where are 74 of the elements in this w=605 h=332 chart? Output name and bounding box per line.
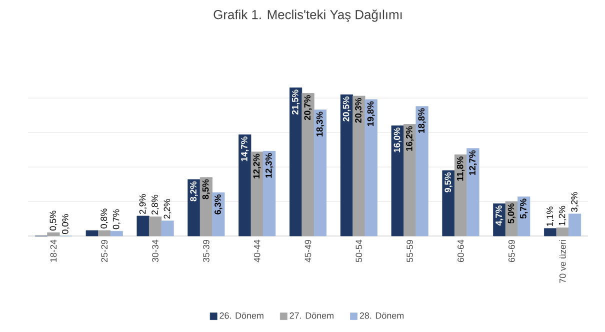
bar	[544, 228, 557, 236]
bar	[568, 214, 582, 236]
data-label: 12,7%	[469, 150, 477, 175]
bar	[47, 232, 60, 236]
x-tick-label: 60-64	[458, 240, 464, 262]
data-label: 11,8%	[456, 156, 465, 181]
data-label: 5,0%	[508, 203, 516, 224]
data-label: 18,8%	[418, 108, 426, 133]
data-label: 20,7%	[304, 95, 312, 120]
bar	[200, 177, 212, 236]
data-label: 8,5%	[202, 179, 210, 200]
x-tick-label: 70 ve üzeri	[559, 240, 566, 283]
bar	[110, 230, 123, 236]
data-label: 19,8%	[367, 101, 375, 126]
bar	[340, 94, 354, 236]
x-tick-label: 55-59	[406, 240, 413, 262]
data-label: 1,2%	[558, 206, 566, 226]
x-tick-label: 25-29	[101, 240, 108, 262]
data-label: 21,5%	[292, 90, 300, 115]
data-label: 2,2%	[164, 199, 172, 219]
x-tick-label: 65-69	[508, 240, 515, 262]
legend-label: 26. Dönem	[220, 312, 264, 319]
bar	[391, 125, 404, 236]
bar	[250, 152, 264, 236]
x-tick-label: 50-54	[356, 240, 362, 262]
bar	[454, 154, 468, 236]
x-tick-label: 45-49	[304, 240, 312, 262]
data-label: 16,0%	[394, 128, 402, 152]
bar	[404, 124, 416, 236]
legend-label: 27. Dönem	[290, 312, 334, 319]
x-tick-label: 35-39	[203, 240, 210, 262]
bar	[98, 230, 111, 236]
data-label: 0,7%	[112, 209, 120, 230]
bar	[416, 106, 428, 236]
x-tick-label: 30-34	[152, 240, 158, 262]
bar	[161, 220, 174, 236]
bar	[136, 216, 150, 236]
bar	[302, 93, 314, 236]
data-label: 20,3%	[355, 98, 363, 123]
data-label: 9,5%	[444, 172, 452, 192]
data-label: 6,3%	[214, 194, 222, 214]
bar	[238, 134, 252, 236]
bar	[263, 150, 276, 236]
bar	[442, 170, 455, 236]
legend-label: 28. Dönem	[360, 312, 404, 319]
bar	[289, 88, 302, 236]
data-label: 1,1%	[546, 206, 554, 226]
chart-title: Grafik 1. Meclis'teki Yaş Dağılımı	[214, 10, 402, 22]
bar	[212, 192, 225, 236]
bar	[556, 228, 569, 236]
bar	[86, 230, 98, 236]
data-label: 0,8%	[100, 208, 108, 228]
bar	[466, 148, 480, 236]
data-label: 2,9%	[139, 194, 147, 214]
x-tick-label: 18-24	[50, 240, 57, 262]
data-label: 12,3%	[265, 153, 274, 178]
data-label: 20,5%	[342, 96, 351, 122]
data-label: 12,2%	[253, 154, 261, 178]
data-label: 16,2%	[406, 126, 414, 151]
data-label: 0,5%	[50, 210, 58, 231]
bar	[352, 96, 366, 236]
data-label: 4,7%	[496, 206, 504, 226]
data-label: 3,2%	[571, 192, 578, 212]
bar	[314, 110, 327, 236]
data-label: 8,2%	[190, 181, 198, 202]
bar	[518, 196, 530, 236]
bar	[364, 99, 378, 236]
bar	[148, 216, 162, 236]
data-label: 5,7%	[520, 198, 528, 219]
data-label: 0,0%	[62, 214, 70, 234]
data-label: 2,8%	[152, 194, 159, 215]
data-label: 14,7%	[241, 136, 249, 162]
data-label: 18,3%	[316, 112, 324, 136]
x-tick-label: 40-44	[254, 240, 260, 262]
